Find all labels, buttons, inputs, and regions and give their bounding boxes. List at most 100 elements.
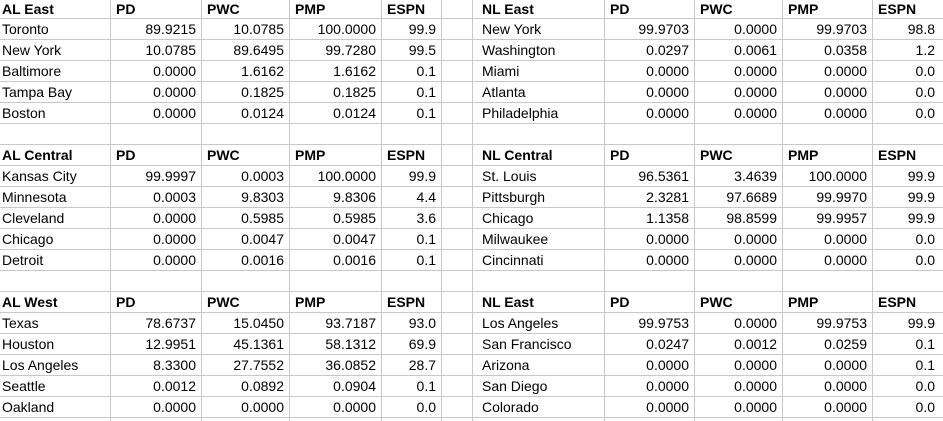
empty-cell[interactable] xyxy=(783,271,873,292)
value-cell[interactable]: 96.5361 xyxy=(605,166,695,187)
value-cell[interactable]: 0.0892 xyxy=(202,376,290,397)
team-name-cell[interactable]: Kansas City xyxy=(0,166,111,187)
value-cell[interactable]: 99.9 xyxy=(382,19,442,40)
value-cell[interactable]: 0.0000 xyxy=(111,229,202,250)
team-name-cell[interactable]: Chicago xyxy=(0,229,111,250)
empty-cell[interactable] xyxy=(442,40,473,61)
value-cell[interactable]: 0.0124 xyxy=(290,103,382,124)
empty-cell[interactable] xyxy=(442,250,473,271)
value-cell[interactable]: 0.1 xyxy=(382,250,442,271)
team-name-cell[interactable]: San Francisco xyxy=(473,334,605,355)
value-cell[interactable]: 0.0000 xyxy=(783,61,873,82)
empty-cell[interactable] xyxy=(290,124,382,145)
empty-cell[interactable] xyxy=(111,124,202,145)
empty-cell[interactable] xyxy=(442,208,473,229)
empty-cell[interactable] xyxy=(695,418,783,421)
team-name-cell[interactable]: Oakland xyxy=(0,397,111,418)
empty-cell[interactable] xyxy=(111,418,202,421)
empty-cell[interactable] xyxy=(605,271,695,292)
team-name-cell[interactable]: Texas xyxy=(0,313,111,334)
value-cell[interactable]: 45.1361 xyxy=(202,334,290,355)
value-cell[interactable]: 9.8306 xyxy=(290,187,382,208)
value-cell[interactable]: 99.9753 xyxy=(605,313,695,334)
value-cell[interactable]: 78.6737 xyxy=(111,313,202,334)
value-cell[interactable]: 0.0000 xyxy=(783,376,873,397)
value-cell[interactable]: 98.8 xyxy=(873,19,943,40)
value-cell[interactable]: 1.2 xyxy=(873,40,943,61)
division-title[interactable]: NL East xyxy=(473,292,605,313)
value-cell[interactable]: 0.0000 xyxy=(605,229,695,250)
team-name-cell[interactable]: Cincinnati xyxy=(473,250,605,271)
value-cell[interactable]: 0.0000 xyxy=(695,229,783,250)
division-title[interactable]: AL West xyxy=(0,292,111,313)
empty-cell[interactable] xyxy=(442,124,473,145)
empty-cell[interactable] xyxy=(202,124,290,145)
value-cell[interactable]: 58.1312 xyxy=(290,334,382,355)
value-cell[interactable]: 0.0000 xyxy=(111,61,202,82)
value-cell[interactable]: 10.0785 xyxy=(111,40,202,61)
value-cell[interactable]: 69.9 xyxy=(382,334,442,355)
value-cell[interactable]: 0.0000 xyxy=(202,397,290,418)
value-cell[interactable]: 0.0000 xyxy=(695,103,783,124)
value-cell[interactable]: 0.0259 xyxy=(783,334,873,355)
empty-cell[interactable] xyxy=(382,271,442,292)
value-cell[interactable]: 0.0061 xyxy=(695,40,783,61)
value-cell[interactable]: 0.0904 xyxy=(290,376,382,397)
value-cell[interactable]: 8.3300 xyxy=(111,355,202,376)
value-cell[interactable]: 0.1 xyxy=(382,61,442,82)
value-cell[interactable]: 0.0000 xyxy=(605,250,695,271)
empty-cell[interactable] xyxy=(382,124,442,145)
team-name-cell[interactable]: Arizona xyxy=(473,355,605,376)
column-header[interactable]: ESPN xyxy=(873,145,943,166)
value-cell[interactable]: 99.7280 xyxy=(290,40,382,61)
empty-cell[interactable] xyxy=(873,418,943,421)
empty-cell[interactable] xyxy=(442,229,473,250)
empty-cell[interactable] xyxy=(442,0,473,19)
team-name-cell[interactable]: Houston xyxy=(0,334,111,355)
empty-cell[interactable] xyxy=(442,82,473,103)
value-cell[interactable]: 99.9970 xyxy=(783,187,873,208)
empty-cell[interactable] xyxy=(442,61,473,82)
value-cell[interactable]: 0.0000 xyxy=(695,313,783,334)
empty-cell[interactable] xyxy=(605,418,695,421)
value-cell[interactable]: 4.4 xyxy=(382,187,442,208)
value-cell[interactable]: 0.1 xyxy=(873,355,943,376)
team-name-cell[interactable]: Miami xyxy=(473,61,605,82)
empty-cell[interactable] xyxy=(290,418,382,421)
column-header[interactable]: PD xyxy=(111,292,202,313)
empty-cell[interactable] xyxy=(442,355,473,376)
empty-cell[interactable] xyxy=(442,376,473,397)
value-cell[interactable]: 0.0358 xyxy=(783,40,873,61)
value-cell[interactable]: 9.8303 xyxy=(202,187,290,208)
empty-cell[interactable] xyxy=(290,271,382,292)
value-cell[interactable]: 1.6162 xyxy=(290,61,382,82)
column-header[interactable]: ESPN xyxy=(873,292,943,313)
value-cell[interactable]: 99.9 xyxy=(873,208,943,229)
value-cell[interactable]: 0.0000 xyxy=(695,82,783,103)
value-cell[interactable]: 0.0047 xyxy=(202,229,290,250)
column-header[interactable]: PWC xyxy=(202,0,290,19)
column-header[interactable]: PWC xyxy=(202,292,290,313)
team-name-cell[interactable]: Los Angeles xyxy=(0,355,111,376)
empty-cell[interactable] xyxy=(442,271,473,292)
value-cell[interactable]: 0.0012 xyxy=(111,376,202,397)
empty-cell[interactable] xyxy=(0,271,111,292)
column-header[interactable]: PMP xyxy=(783,145,873,166)
value-cell[interactable]: 0.0000 xyxy=(783,229,873,250)
column-header[interactable]: PD xyxy=(605,145,695,166)
team-name-cell[interactable]: Washington xyxy=(473,40,605,61)
team-name-cell[interactable]: Pittsburgh xyxy=(473,187,605,208)
value-cell[interactable]: 0.0 xyxy=(382,397,442,418)
empty-cell[interactable] xyxy=(473,124,605,145)
team-name-cell[interactable]: New York xyxy=(0,40,111,61)
empty-cell[interactable] xyxy=(0,418,111,421)
value-cell[interactable]: 28.7 xyxy=(382,355,442,376)
empty-cell[interactable] xyxy=(442,313,473,334)
value-cell[interactable]: 0.0 xyxy=(873,376,943,397)
value-cell[interactable]: 0.5985 xyxy=(202,208,290,229)
empty-cell[interactable] xyxy=(473,418,605,421)
value-cell[interactable]: 99.9 xyxy=(873,313,943,334)
value-cell[interactable]: 1.6162 xyxy=(202,61,290,82)
column-header[interactable]: PWC xyxy=(695,292,783,313)
value-cell[interactable]: 0.0000 xyxy=(695,397,783,418)
